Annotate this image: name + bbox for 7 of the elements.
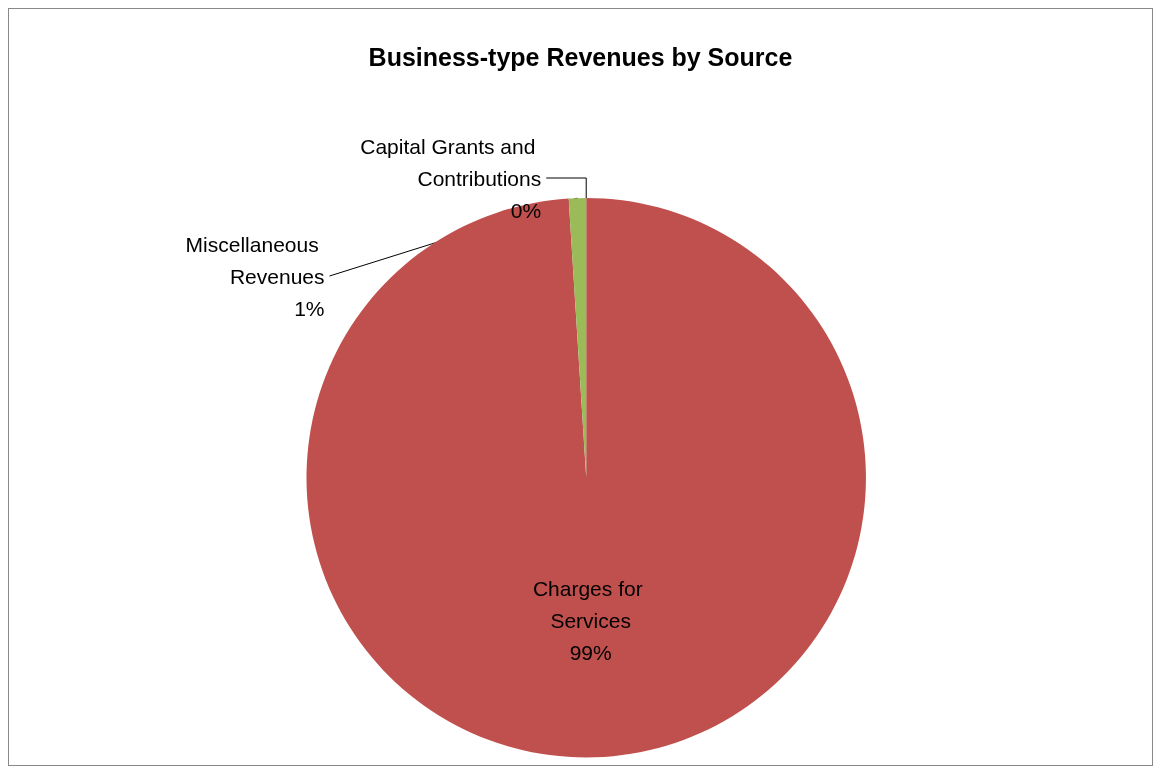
data-label: 99% bbox=[569, 641, 612, 665]
slice-label: Charges for Services bbox=[532, 577, 649, 633]
category-label: Capital Grants and Contributions bbox=[360, 134, 542, 190]
slice-label: Miscellaneous Revenues bbox=[185, 232, 325, 288]
chart-title: Business-type Revenues by Source bbox=[368, 42, 793, 71]
text: 0% bbox=[510, 198, 542, 222]
data-label: 1% bbox=[294, 296, 325, 320]
